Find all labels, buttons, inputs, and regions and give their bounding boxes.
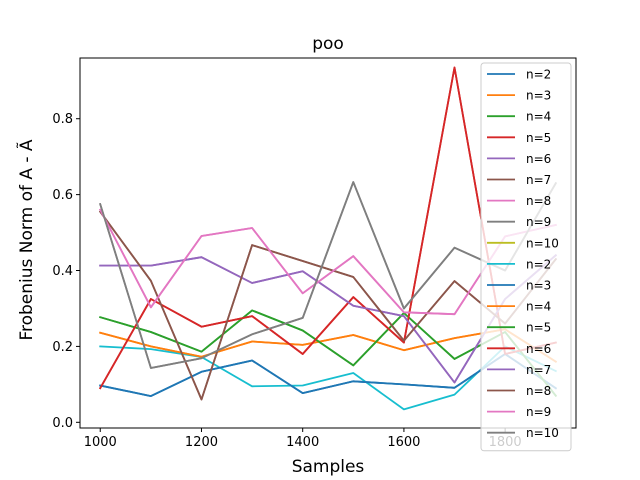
x-tick-label: 1400 — [286, 435, 319, 450]
legend-label: n=2 — [526, 257, 551, 271]
y-axis-label: Frobenius Norm of A - Ã — [15, 139, 37, 340]
plot-frame — [79, 57, 577, 429]
legend-label: n=8 — [526, 194, 551, 208]
legend-box — [480, 62, 572, 452]
x-tick-label: 1600 — [387, 435, 420, 450]
x-tick-label: 1000 — [84, 435, 117, 450]
series-line-13 — [98, 66, 557, 390]
chart-title: poo — [312, 34, 344, 54]
x-axis-label: Samples — [292, 457, 365, 477]
x-tick-label: 1200 — [185, 435, 218, 450]
series-line-16 — [98, 208, 557, 316]
legend-label: n=5 — [526, 321, 551, 335]
legend-label: n=3 — [526, 279, 551, 293]
legend-label: n=7 — [526, 173, 551, 187]
legend-label: n=7 — [526, 363, 551, 377]
y-tick-label: 0.0 — [52, 416, 73, 431]
y-tick-label: 0.4 — [52, 264, 73, 279]
legend-label: n=9 — [526, 405, 551, 419]
y-tick-label: 0.8 — [52, 112, 73, 127]
legend-label: n=9 — [526, 215, 551, 229]
y-tick-label: 0.6 — [52, 188, 73, 203]
series-line-14 — [99, 254, 558, 384]
series-line-15 — [98, 210, 558, 401]
legend-label: n=3 — [526, 89, 551, 103]
series-line-17 — [99, 181, 558, 369]
legend-label: n=4 — [526, 110, 551, 124]
series-line-10 — [99, 353, 558, 398]
legend-label: n=10 — [526, 236, 559, 250]
series-line-11 — [99, 328, 558, 363]
legend-label: n=4 — [526, 300, 551, 314]
legend-label: n=6 — [526, 152, 551, 166]
legend: n=2 n=3 n=4 n=5 n=6 n=7 n=8 n=9 n=10 n=2 n=3 n=4 n=5… — [480, 62, 572, 452]
series-layer — [98, 66, 558, 411]
legend-label: n=6 — [526, 342, 551, 356]
legend-label: n=5 — [526, 131, 551, 145]
legend-label: n=8 — [526, 384, 551, 398]
legend-label: n=10 — [526, 426, 559, 440]
legend-label: n=2 — [526, 68, 551, 82]
y-tick-label: 0.2 — [52, 340, 73, 355]
y-axis: 0.0 0.2 0.4 0.6 0.8 — [52, 112, 80, 431]
